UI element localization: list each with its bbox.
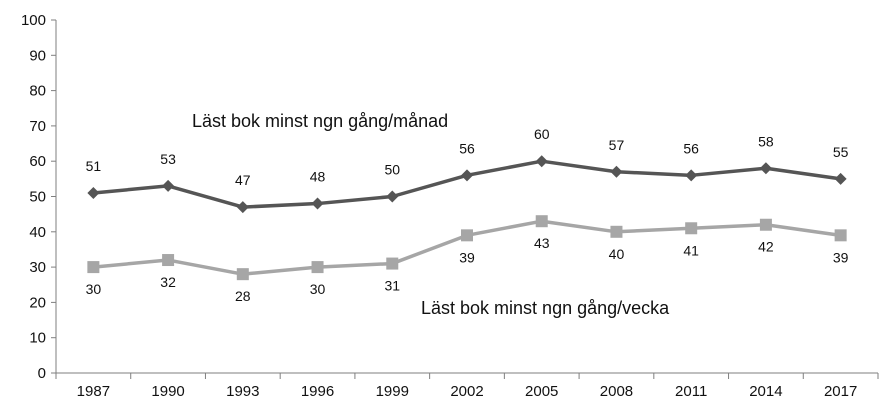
data-point-square (386, 257, 399, 270)
y-tick-label: 40 (29, 224, 46, 241)
data-label: 47 (235, 172, 251, 188)
data-point-diamond (834, 172, 847, 185)
series-label-weekly: Läst bok minst ngn gång/vecka (421, 298, 670, 318)
data-label: 40 (609, 246, 625, 262)
data-label: 30 (310, 281, 326, 297)
y-tick-label: 50 (29, 189, 46, 206)
data-label: 56 (459, 140, 475, 156)
data-point-diamond (535, 155, 548, 168)
data-point-diamond (311, 197, 324, 210)
x-tick-label: 2005 (525, 383, 558, 400)
x-tick-label: 2002 (450, 383, 483, 400)
y-tick-label: 0 (38, 365, 46, 382)
data-label: 30 (86, 281, 102, 297)
data-label: 43 (534, 235, 550, 251)
data-label: 53 (160, 151, 176, 167)
data-point-square (535, 215, 548, 228)
y-tick-label: 10 (29, 330, 46, 347)
data-point-diamond (461, 169, 473, 182)
series-0: 51 53 47 48 50 56 60 57 56 58 55 (86, 126, 849, 214)
x-tick-label: 1996 (301, 383, 334, 400)
data-label: 39 (459, 249, 475, 265)
data-label: 48 (310, 169, 326, 185)
data-point-diamond (162, 179, 175, 192)
data-point-square (759, 218, 772, 231)
data-label: 55 (833, 144, 849, 160)
series-layer: 51 53 47 48 50 56 60 57 56 58 55 30 32 28 30 31 39 43 40 41… (86, 126, 849, 304)
data-label: 39 (833, 249, 849, 265)
series-line (93, 219, 841, 276)
data-point-square (610, 225, 623, 238)
y-tick-label: 80 (29, 83, 46, 100)
x-tick-label: 2014 (749, 383, 782, 400)
data-point-diamond (685, 169, 698, 182)
data-point-square (461, 229, 473, 242)
series-label-monthly: Läst bok minst ngn gång/månad (192, 111, 448, 131)
data-point-square (311, 261, 324, 274)
x-tick-label: 1993 (226, 383, 259, 400)
data-point-diamond (236, 201, 249, 214)
x-tick-label: 2011 (675, 383, 707, 400)
data-point-square (87, 261, 100, 274)
data-point-square (685, 222, 698, 235)
data-point-square (162, 254, 175, 267)
data-label: 51 (86, 158, 102, 174)
series-1: 30 32 28 30 31 39 43 40 41 42 39 (86, 215, 849, 304)
y-tick-label: 60 (29, 153, 46, 170)
y-axis: 0 10 20 30 40 50 60 70 80 90 100 (21, 12, 57, 382)
y-tick-label: 30 (29, 259, 46, 276)
x-axis: 1987 1990 1993 1996 1999 2002 2005 2008 2011 2014… (55, 372, 879, 400)
data-point-diamond (610, 165, 623, 178)
data-point-diamond (386, 190, 399, 203)
y-tick-label: 20 (29, 294, 46, 311)
data-point-square (236, 268, 249, 281)
y-tick-label: 70 (29, 118, 46, 135)
x-tick-label: 2008 (600, 383, 633, 400)
data-label: 50 (384, 162, 400, 178)
data-point-diamond (87, 186, 100, 199)
x-tick-label: 1999 (376, 383, 409, 400)
x-tick-label: 1990 (151, 383, 184, 400)
x-tick-label: 1987 (77, 383, 110, 400)
data-label: 58 (758, 133, 774, 149)
data-point-diamond (759, 162, 772, 175)
series-line (93, 159, 841, 209)
data-label: 32 (160, 274, 176, 290)
data-label: 42 (758, 239, 774, 255)
data-label: 31 (384, 278, 400, 294)
x-tick-label: 2017 (824, 383, 857, 400)
data-label: 41 (683, 242, 699, 258)
data-label: 56 (683, 140, 699, 156)
data-label: 28 (235, 288, 251, 304)
data-label: 57 (609, 137, 625, 153)
data-label: 60 (534, 126, 550, 142)
y-tick-label: 90 (29, 47, 46, 64)
data-point-square (834, 229, 847, 242)
y-tick-label: 100 (21, 12, 46, 29)
